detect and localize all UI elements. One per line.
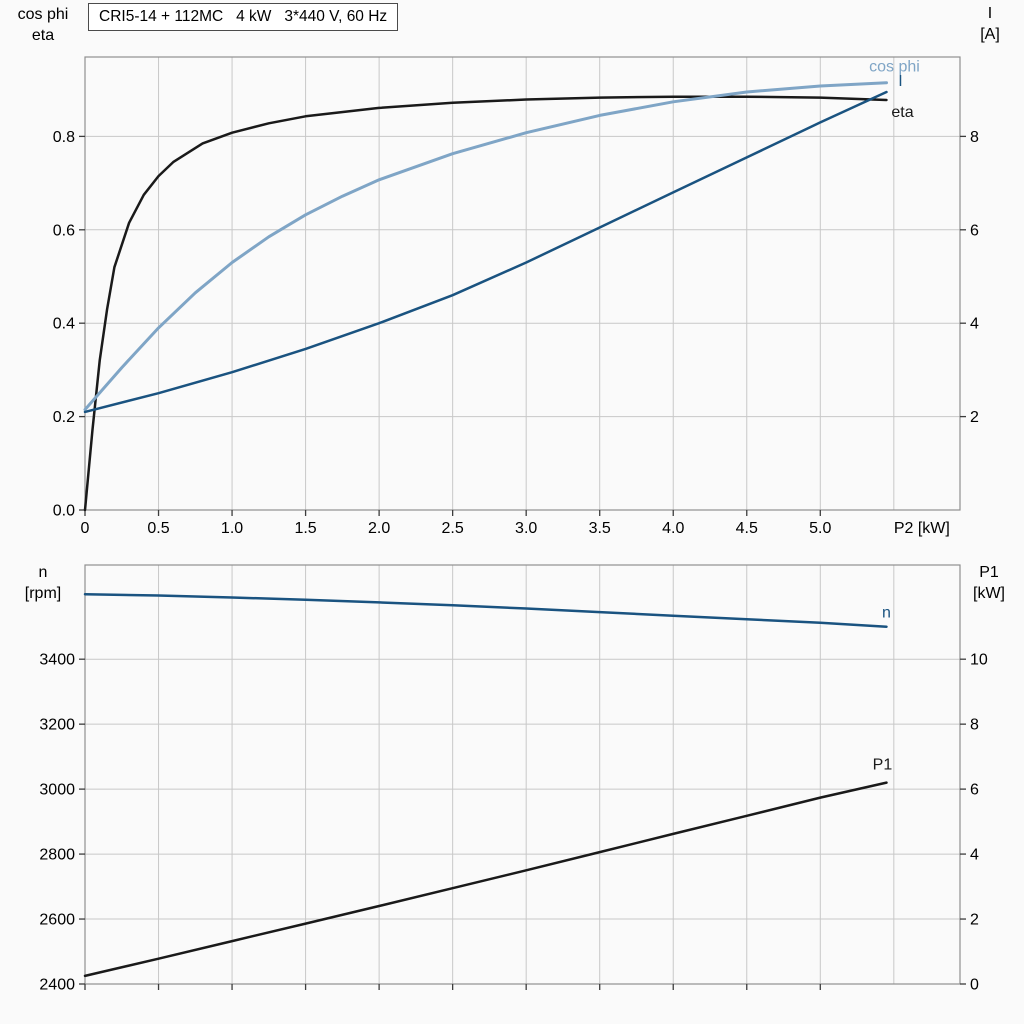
plot-frame [84, 56, 961, 511]
x-axis-label: P2 [kW] [894, 520, 950, 537]
tick-label: 4.0 [662, 520, 684, 537]
axis-title-line: cos phi [17, 6, 69, 23]
axis-title-line: P1 [979, 564, 999, 581]
eta-curve-label: eta [891, 104, 913, 121]
P1-curve [83, 781, 888, 978]
tick-label: 0 [970, 977, 979, 994]
tick-label: 2 [970, 912, 979, 929]
bottom-chart-left-axis-title: n [rpm] [7, 562, 79, 604]
tick-label: 2 [970, 409, 979, 426]
tick-label: 2.0 [368, 520, 390, 537]
tick-label: 4 [970, 316, 979, 333]
n-curve [83, 592, 888, 628]
tick-label: 1.5 [294, 520, 316, 537]
I-curve [83, 90, 888, 414]
top-chart-left-axis-title: cos phi eta [7, 4, 79, 46]
I-curve-label: I [898, 73, 902, 90]
tick-label: 4.5 [736, 520, 758, 537]
axis-title-line: [kW] [973, 585, 1005, 602]
axis-title-line: [A] [980, 26, 1000, 43]
cos-phi-curve-label: cos phi [869, 59, 920, 76]
tick-label: 10 [970, 652, 988, 669]
tick-label: 8 [970, 717, 979, 734]
axis-title-line: n [38, 564, 48, 581]
chart-title-box: CRI5-14 + 112MC 4 kW 3*440 V, 60 Hz [88, 3, 399, 31]
cos-phi-curve [83, 81, 888, 412]
tick-label: 2800 [39, 847, 75, 864]
axis-title-line: [rpm] [24, 585, 62, 602]
tick-label: 0.6 [53, 222, 75, 239]
tick-label: 3400 [39, 652, 75, 669]
tick-label: 3.5 [589, 520, 611, 537]
tick-label: 2400 [39, 977, 75, 994]
tick-label: 2600 [39, 912, 75, 929]
tick-label: 1.0 [221, 520, 243, 537]
tick-label: 3200 [39, 717, 75, 734]
tick-label: 0.8 [53, 129, 75, 146]
P1-curve-label: P1 [873, 757, 893, 774]
n-curve-label: n [882, 605, 891, 622]
tick-label: 0.5 [147, 520, 169, 537]
plot-frame [84, 564, 961, 985]
tick-label: 0.4 [53, 316, 75, 333]
axis-title-line: I [987, 5, 993, 22]
tick-label: 0.2 [53, 409, 75, 426]
tick-label: 3.0 [515, 520, 537, 537]
tick-label: 2.5 [442, 520, 464, 537]
tick-label: 4 [970, 847, 979, 864]
top-chart-right-axis-title: I [A] [963, 3, 1017, 45]
tick-label: 0 [81, 520, 90, 537]
tick-label: 6 [970, 222, 979, 239]
tick-label: 0.0 [53, 503, 75, 520]
bottom-chart-right-axis-title: P1 [kW] [959, 562, 1019, 604]
tick-label: 3000 [39, 782, 75, 799]
eta-curve [83, 95, 888, 512]
tick-label: 5.0 [809, 520, 831, 537]
tick-label: 6 [970, 782, 979, 799]
axis-title-line: eta [31, 27, 55, 44]
tick-label: 8 [970, 129, 979, 146]
